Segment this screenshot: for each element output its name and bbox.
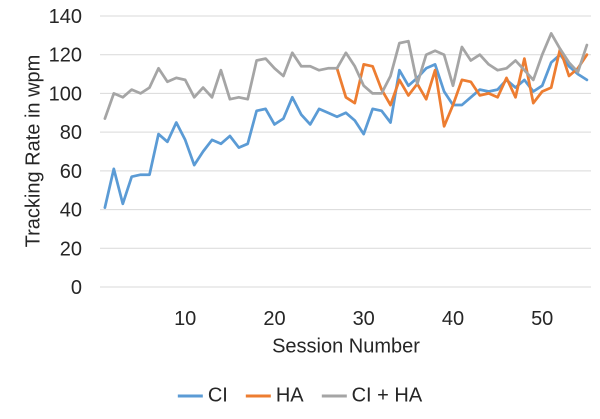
series-line-ha <box>335 47 589 128</box>
legend-item-ci-ha: CI + HA <box>321 384 423 408</box>
x-tick-label: 30 <box>353 308 375 330</box>
x-tick-label: 50 <box>531 308 553 330</box>
legend-item-ha: HA <box>245 384 304 408</box>
y-tick-label: 0 <box>71 277 82 299</box>
legend-item-ci: CI <box>177 384 228 408</box>
y-tick-label: 140 <box>49 6 82 28</box>
y-tick-label: 80 <box>60 122 82 144</box>
y-tick-label: 120 <box>49 45 82 67</box>
y-tick-label: 100 <box>49 83 82 105</box>
x-tick-label: 10 <box>174 308 196 330</box>
ha-line-swatch-icon <box>245 394 271 398</box>
legend-label-ha: HA <box>275 384 304 407</box>
ci-line-swatch-icon <box>177 394 203 398</box>
y-tick-label: 40 <box>60 200 82 222</box>
y-tick-label: 60 <box>60 161 82 183</box>
legend-label-ci: CI <box>207 384 228 407</box>
legend-label-ci-ha: CI + HA <box>351 384 423 407</box>
x-tick-label: 20 <box>263 308 285 330</box>
x-tick-label: 40 <box>442 308 464 330</box>
ci-ha-line-swatch-icon <box>321 394 347 398</box>
series-line-ci-ha <box>103 32 589 120</box>
y-tick-label: 20 <box>60 238 82 260</box>
y-axis-title: Tracking Rate in wpm <box>22 54 45 248</box>
legend: CI HA CI + HA <box>177 384 423 408</box>
x-axis-title: Session Number <box>272 335 420 358</box>
